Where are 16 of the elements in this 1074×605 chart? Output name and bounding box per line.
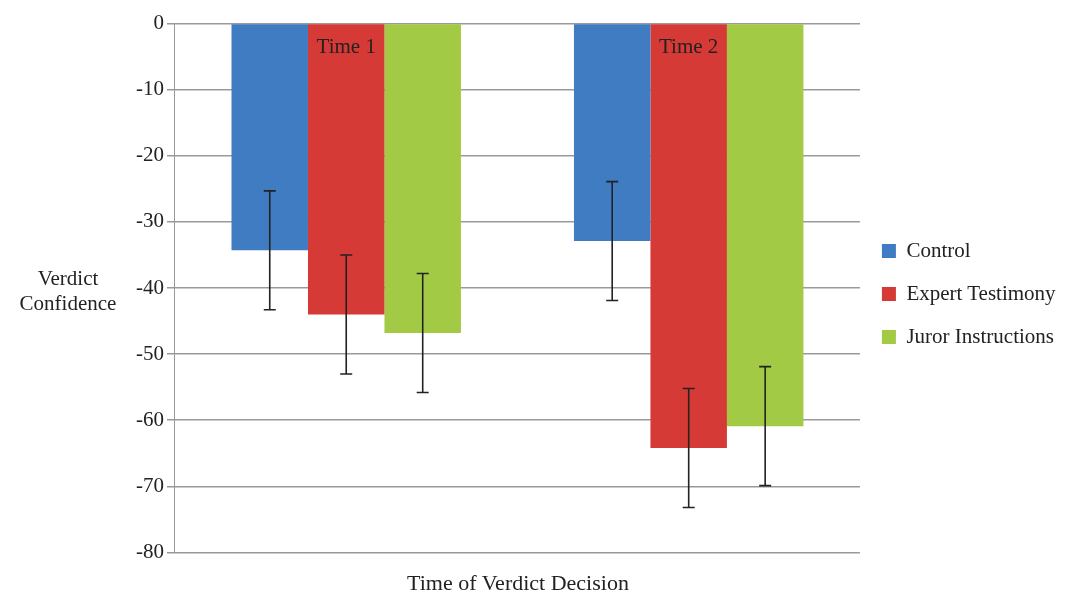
x-tick-label: Time 2 (659, 34, 719, 59)
legend-label: Juror Instructions (906, 323, 1054, 348)
y-tick-label: -20 (135, 142, 164, 167)
x-axis-title: Time of Verdict Decision (406, 570, 630, 596)
y-axis-title: Verdict Confidence (18, 266, 118, 316)
x-tick-label: Time 1 (316, 34, 376, 59)
legend-label: Expert Testimony (906, 280, 1057, 305)
y-tick-label: -40 (135, 274, 164, 299)
y-tick-label: 0 (153, 10, 164, 35)
y-tick-label: -50 (135, 340, 164, 365)
y-tick-label: -10 (135, 76, 164, 101)
legend-label: Control (906, 237, 971, 262)
y-tick-label: -60 (135, 406, 164, 431)
y-tick-label: -80 (135, 538, 164, 563)
y-tick-label: -30 (135, 208, 164, 233)
y-tick-label: -70 (135, 472, 164, 497)
